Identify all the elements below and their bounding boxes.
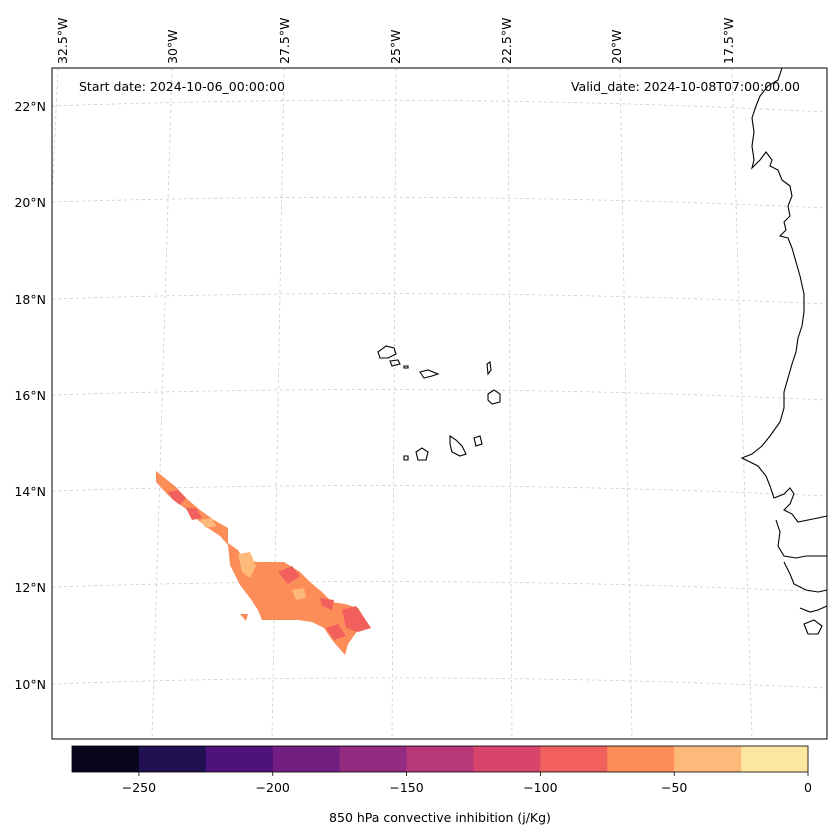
cin-region-weak-2: [238, 552, 256, 578]
colorbar-tick-label: −200: [256, 780, 290, 795]
meridian-22-5w: [507, 67, 513, 740]
island-boa-vista: [487, 389, 501, 405]
bijagos-coast: [803, 619, 823, 635]
lon-label-25w: 25°W: [388, 29, 403, 64]
cin-region-strong-2: [186, 508, 202, 520]
colorbar-block-8: [607, 746, 675, 772]
parallel-18n: [51, 293, 828, 305]
lon-label-32-5w: 32.5°W: [55, 18, 70, 64]
cin-region-strong-4: [320, 598, 334, 610]
colorbar-tick-label: −50: [661, 780, 687, 795]
cin-region-weak-1: [200, 518, 216, 528]
island-sal: [486, 361, 492, 376]
colorbar-tick-label: −150: [389, 780, 423, 795]
lon-label-27-5w: 27.5°W: [277, 18, 292, 64]
africa-coastline: [740, 67, 828, 523]
cin-region-small: [240, 614, 248, 621]
cin-region-main: [156, 471, 371, 655]
island-fogo: [415, 447, 429, 461]
island-brava: [403, 455, 409, 461]
sierra-leone-coast: [799, 605, 828, 613]
latitude-labels: 22°N 20°N 18°N 16°N 14°N 12°N 10°N: [14, 99, 46, 692]
colorbar-tick-label: −100: [523, 780, 557, 795]
colorbar-ticks: −250 −200 −150 −100 −50 0: [122, 772, 812, 795]
longitude-labels: 32.5°W 30°W 27.5°W 25°W 22.5°W 20°W 17.5…: [55, 18, 736, 64]
cin-region-strong-5: [342, 606, 371, 632]
island-maio: [473, 435, 483, 447]
cin-region-weak-3: [292, 588, 306, 600]
parallel-10n: [51, 677, 828, 689]
island-santa-luzia: [403, 365, 409, 369]
meridian-17-5w: [731, 67, 753, 740]
meridian-20w: [619, 67, 633, 740]
meridian-32-5w: [51, 67, 59, 201]
colorbar-block-5: [406, 746, 474, 772]
colorbar-block-10: [741, 746, 809, 772]
island-santo-antao: [377, 345, 397, 359]
map-border: [51, 67, 828, 740]
cin-field: [156, 471, 371, 655]
cape-verde-islands: [377, 345, 501, 461]
map-background: [52, 68, 827, 739]
guinea-coast: [783, 561, 828, 593]
colorbar-block-0: [72, 746, 140, 772]
colorbar-label: 850 hPa convective inhibition (j/Kg): [329, 810, 551, 825]
colorbar-block-4: [339, 746, 408, 772]
cin-region-strong-6: [326, 624, 346, 640]
meridian-27-5w: [271, 67, 285, 740]
parallel-12n: [51, 581, 828, 593]
cin-region-strong-1: [168, 490, 186, 505]
island-sao-vicente: [389, 359, 401, 367]
lat-label-20n: 20°N: [14, 195, 46, 210]
colorbar-tick-label: −250: [122, 780, 156, 795]
meridian-30w: [151, 67, 173, 740]
valid-date-text: Valid_date: 2024-10-08T07:00:00.00: [571, 79, 800, 94]
map-panel: [52, 68, 827, 739]
colorbar-block-6: [473, 746, 541, 772]
lon-label-20w: 20°W: [609, 29, 624, 64]
colorbar-frame: [71, 745, 809, 773]
lon-label-22-5w: 22.5°W: [499, 18, 514, 64]
lat-label-22n: 22°N: [14, 99, 46, 114]
lat-label-12n: 12°N: [14, 580, 46, 595]
colorbar-block-2: [205, 746, 274, 772]
colorbar-tick-label: 0: [804, 780, 812, 795]
colorbar-block-1: [138, 746, 207, 772]
lat-label-10n: 10°N: [14, 677, 46, 692]
lat-label-14n: 14°N: [14, 484, 46, 499]
lat-label-18n: 18°N: [14, 292, 46, 307]
lat-label-16n: 16°N: [14, 388, 46, 403]
parallel-20n: [51, 196, 828, 209]
lon-label-30w: 30°W: [165, 29, 180, 64]
meridian-25w: [391, 67, 397, 740]
cin-region-strong-3: [278, 566, 300, 584]
parallel-16n: [51, 389, 828, 401]
coastlines: [740, 67, 828, 635]
colorbar: −250 −200 −150 −100 −50 0 850 hPa convective …: [71, 745, 812, 825]
colorbar-block-3: [272, 746, 341, 772]
colorbar-block-7: [540, 746, 608, 772]
start-date-text: Start date: 2024-10-06_00:00:00: [79, 79, 285, 94]
colorbar-block-9: [674, 746, 742, 772]
colorbar-blocks: [72, 746, 809, 772]
guinea-bissau-coast: [775, 519, 827, 559]
island-santiago: [449, 434, 467, 457]
island-sao-nicolau: [419, 369, 440, 379]
lon-label-17-5w: 17.5°W: [721, 18, 736, 64]
parallel-22n: [51, 99, 828, 113]
